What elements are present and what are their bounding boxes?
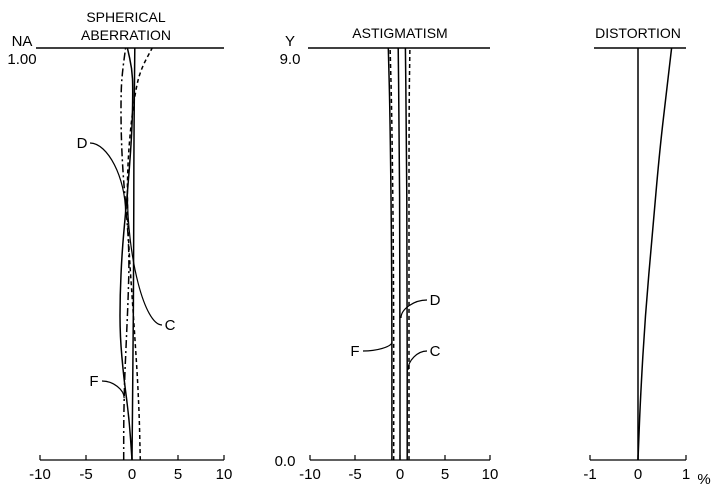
y-top-label: 1.00 xyxy=(7,51,36,68)
annotation-label: C xyxy=(430,343,441,360)
annotation-leader xyxy=(407,350,428,371)
annotation-label: C xyxy=(165,317,176,334)
series-line-f xyxy=(120,47,130,460)
chart-panel-1: SPHERICAL ABERRATION -10 -5 0 5 10 NA1.00 D C F xyxy=(7,9,232,483)
x-unit-label: % xyxy=(697,471,710,488)
series-line-3 xyxy=(397,47,401,460)
x-tick-label: -5 xyxy=(79,466,92,483)
x-tick-label: 1 xyxy=(682,466,690,483)
annotation-label: D xyxy=(77,135,88,152)
chart-title: ASTIGMATISM xyxy=(352,25,447,41)
x-tick-label: 0 xyxy=(396,466,404,483)
x-tick-label: 10 xyxy=(482,466,499,483)
chart-title: ABERRATION xyxy=(81,27,171,43)
y-top-label: 9.0 xyxy=(280,51,301,68)
annotation-leader xyxy=(126,192,163,326)
annotation-leader xyxy=(101,380,125,399)
annotation-label: D xyxy=(430,292,441,309)
x-tick-label: -10 xyxy=(29,466,51,483)
series-line-4 xyxy=(404,47,408,461)
series-line-c xyxy=(126,47,153,461)
x-tick-label: -5 xyxy=(348,466,361,483)
x-tick-label: -1 xyxy=(583,466,596,483)
chart-panel-3: DISTORTION -1 0 1% xyxy=(583,25,710,488)
annotation-leader xyxy=(400,299,428,319)
annotation-leader xyxy=(362,341,393,352)
annotation-label: F xyxy=(350,343,359,360)
y-axis-label: Y xyxy=(285,33,295,50)
annotation-label: F xyxy=(89,373,98,390)
series-line-4 xyxy=(131,47,136,461)
series-line-2 xyxy=(389,47,395,461)
chart-title: DISTORTION xyxy=(595,25,681,41)
annotation-leader xyxy=(89,142,127,213)
chart-panel-2: ASTIGMATISM -10 -5 0 5 10 Y9.0 0.0 D F C xyxy=(275,25,499,483)
series-line-2 xyxy=(637,47,673,461)
y-bottom-label: 0.0 xyxy=(275,453,296,470)
series-line-d xyxy=(119,47,134,461)
x-tick-label: 10 xyxy=(216,466,233,483)
chart-title: SPHERICAL xyxy=(86,9,166,25)
y-axis-label: NA xyxy=(12,33,33,50)
x-tick-label: -10 xyxy=(299,466,321,483)
x-tick-label: 5 xyxy=(174,466,182,483)
series-line-5 xyxy=(408,47,411,460)
series-line-1 xyxy=(387,47,393,460)
x-tick-label: 5 xyxy=(441,466,449,483)
x-tick-label: 0 xyxy=(128,466,136,483)
x-tick-label: 0 xyxy=(634,466,642,483)
